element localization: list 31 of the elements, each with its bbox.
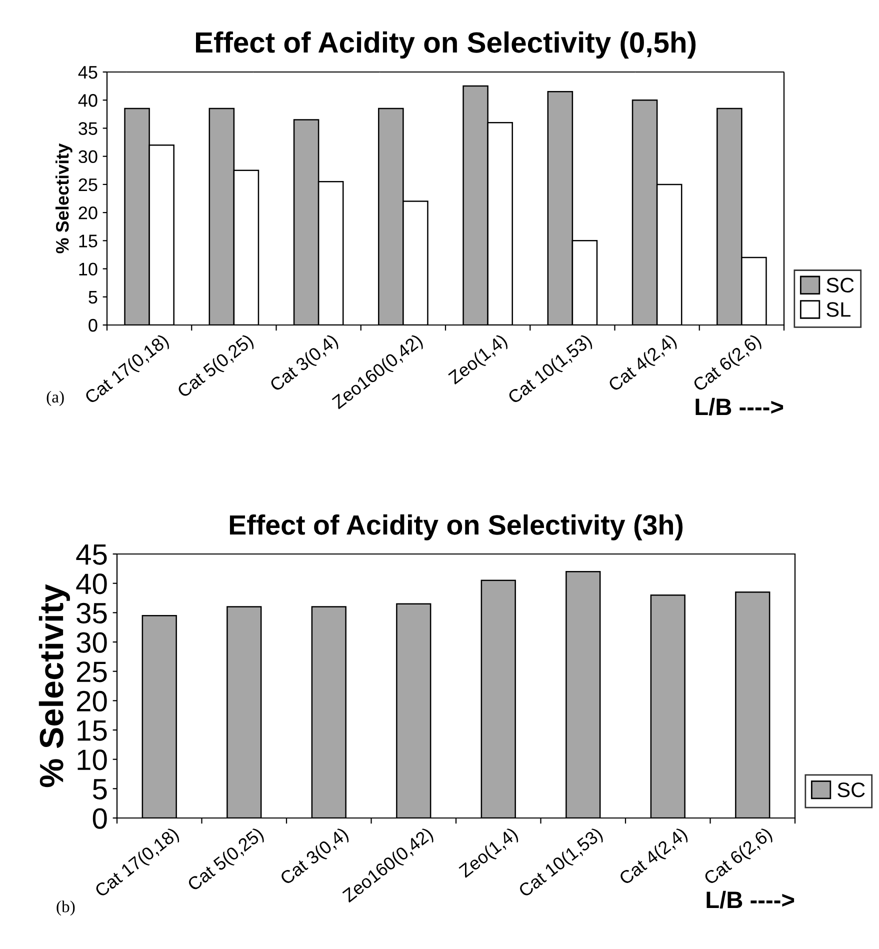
y-tick-label: 5 [88,291,98,304]
y-tick-label: 15 [78,720,107,741]
y-axis-title: % Selectivity [56,143,72,254]
y-tick-label: 35 [76,602,107,624]
y-tick-label: 30 [76,632,107,653]
x-axis-title: L/B ----> [706,890,794,908]
y-tick-label: 45 [76,544,107,565]
y-tick-label: 35 [78,122,98,135]
y-tick-label: 10 [78,750,107,770]
y-axis-title: % Selectivity [38,584,70,788]
legend-label: SL [826,302,850,317]
y-tick-label: 40 [78,94,98,107]
y-tick-label: 45 [78,66,98,79]
text: (a) [46,390,64,406]
y-tick-label: 20 [78,206,98,220]
x-axis-title: L/B ----> [696,398,784,416]
y-tick-label: 40 [76,574,107,594]
legend-label: SC [826,278,854,293]
y-tick-label: 25 [77,662,107,682]
y-tick-label: 10 [79,262,98,276]
chart-title: Effect of Acidity on Selectivity (0,5h) [196,31,696,59]
y-tick-label: 25 [78,178,98,192]
y-tick-label: 0 [88,318,98,332]
legend-label: SC [838,782,865,798]
text: (b) [56,900,75,916]
y-tick-label: 5 [92,779,107,800]
y-tick-label: 20 [77,690,107,712]
chart-title: Effect of Acidity on Selectivity (3h) [230,514,683,540]
y-tick-label: 15 [79,234,98,248]
y-tick-label: 0 [92,808,107,829]
y-tick-label: 30 [78,150,98,164]
